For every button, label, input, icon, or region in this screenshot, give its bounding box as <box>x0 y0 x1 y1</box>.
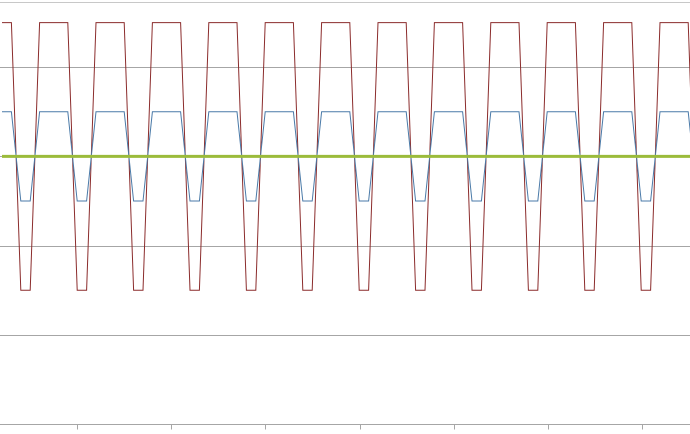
series-line-1 <box>2 22 690 291</box>
series-lines <box>2 22 690 291</box>
x-axis-ticks <box>0 424 690 430</box>
series-line-2 <box>2 111 690 202</box>
gridlines <box>0 2 690 425</box>
